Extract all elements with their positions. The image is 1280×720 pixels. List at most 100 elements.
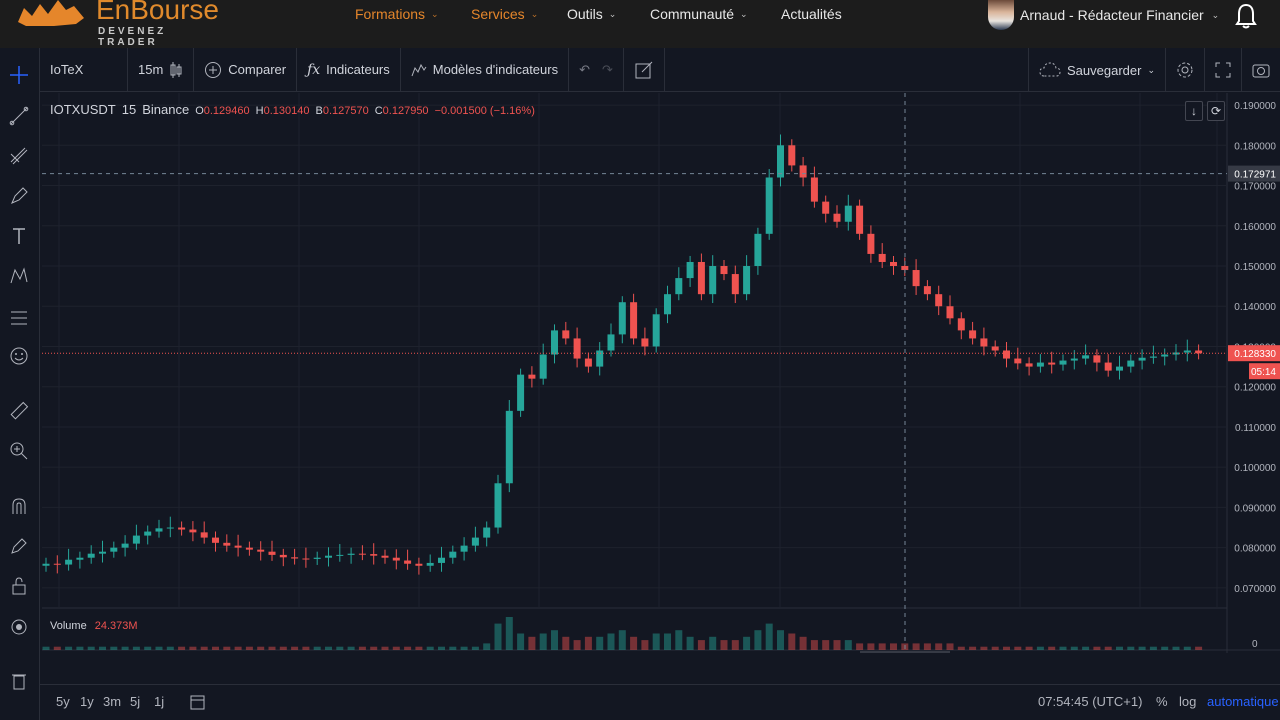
redo-icon[interactable]: ↷ (602, 61, 613, 77)
candle-body (494, 483, 502, 528)
countdown-tag (1249, 363, 1280, 380)
price-tick-label: 0.080000 (1234, 544, 1276, 555)
price-tick-label: 0.170000 (1234, 182, 1276, 193)
legend-c-label: C (374, 105, 383, 117)
range-3m[interactable]: 3m (103, 694, 122, 709)
user-menu[interactable]: Arnaud - Rédacteur Financier ⌄ (1020, 7, 1219, 23)
indicators-button[interactable]: ƒx Indicateurs (297, 47, 401, 92)
nav-outils[interactable]: Outils ⌄ (567, 6, 616, 22)
nav-actualites[interactable]: Actualités (781, 6, 842, 22)
range-1j[interactable]: 1j (154, 694, 165, 709)
range-5j[interactable]: 5j (130, 694, 141, 709)
volume-bar (370, 646, 378, 650)
chevron-down-icon: ⌄ (431, 8, 439, 19)
fib-tool[interactable] (6, 143, 32, 169)
volume-bar (1014, 646, 1022, 650)
nav-services[interactable]: Services ⌄ (471, 6, 538, 22)
remove-tool[interactable] (6, 668, 32, 694)
candle-body (731, 274, 739, 295)
pattern-icon (10, 267, 28, 284)
interval-button[interactable]: 15m (128, 47, 195, 92)
user-name: Arnaud - Rédacteur Financier (1020, 7, 1204, 23)
volume-bar (980, 646, 988, 650)
candle-body (460, 545, 468, 552)
volume-bar (1127, 646, 1135, 650)
trendline-icon (9, 106, 29, 126)
nav-formations[interactable]: Formations ⌄ (355, 6, 439, 22)
fullscreen-button[interactable] (1205, 48, 1242, 92)
legend-open: O0.129460 (195, 105, 249, 117)
scroll-down-button[interactable]: ↓ (1185, 101, 1203, 121)
icon-tool[interactable] (6, 343, 32, 369)
save-label: Sauvegarder (1067, 62, 1142, 78)
compare-button[interactable]: Comparer (194, 47, 298, 92)
range-1y[interactable]: 1y (80, 694, 94, 709)
last-price-tag (1228, 345, 1280, 362)
candle-body (517, 374, 525, 411)
trendline-tool[interactable] (6, 103, 32, 129)
settings-button[interactable] (1166, 48, 1205, 92)
undo-icon[interactable]: ↶ (579, 61, 590, 77)
brand-name: EnBourse (96, 0, 219, 25)
brand-logo[interactable]: EnBourse DEVENEZ TRADER (14, 0, 219, 48)
hide-tool[interactable] (6, 614, 32, 640)
candle-body (822, 201, 830, 214)
save-button[interactable]: Sauvegarder ⌄ (1028, 48, 1166, 92)
nav-communaute[interactable]: Communauté ⌄ (650, 6, 748, 22)
goto-date-icon[interactable] (190, 693, 206, 711)
candle-body (630, 302, 638, 339)
templates-icon (411, 63, 427, 76)
candle-body (596, 350, 604, 367)
range-5y[interactable]: 5y (56, 694, 70, 709)
candle-body (935, 294, 943, 307)
candle-body (347, 553, 355, 555)
candle-body (65, 559, 73, 565)
text-tool[interactable] (6, 223, 32, 249)
candle-body (754, 233, 762, 267)
volume-bar (76, 646, 84, 650)
pattern-tool[interactable] (6, 263, 32, 289)
volume-bar (212, 646, 219, 650)
price-tick-label: 0.090000 (1234, 503, 1276, 514)
auto-scale-toggle[interactable]: automatique (1207, 694, 1279, 709)
reset-button[interactable]: ⟳ (1207, 101, 1225, 121)
symbol-search[interactable]: IoTeX (40, 47, 128, 92)
magnet-tool[interactable] (6, 493, 32, 519)
snapshot-button[interactable] (1242, 48, 1280, 92)
prediction-tool[interactable] (6, 304, 32, 330)
volume-bar (426, 646, 434, 650)
bell-icon[interactable] (1234, 2, 1258, 30)
price-tick-label: 0.070000 (1234, 584, 1276, 595)
legend-b-label: B (315, 105, 323, 117)
volume-bar (166, 646, 174, 650)
legend-change: −0.001500 (−1.16%) (434, 105, 535, 117)
avatar[interactable] (988, 0, 1014, 30)
clock-timezone[interactable]: 07:54:45 (UTC+1) (1038, 694, 1143, 709)
percent-toggle[interactable]: % (1156, 694, 1168, 709)
candle-body (392, 557, 400, 561)
volume-bar (234, 646, 242, 650)
volume-bar (110, 646, 118, 650)
volume-bar (87, 646, 95, 650)
candle-body (426, 562, 434, 566)
candle-body (539, 354, 547, 379)
measure-tool[interactable] (6, 398, 32, 424)
candle-body (415, 563, 423, 566)
volume-bar (347, 646, 355, 650)
fullscreen-edit-button[interactable] (624, 47, 665, 92)
brush-tool[interactable] (6, 183, 32, 209)
candle-body (358, 553, 366, 555)
volume-bar (415, 646, 423, 650)
volume-bar (935, 643, 943, 650)
price-chart[interactable]: 0.190000 0.180000 0.170000 0.160000 0.150000… (42, 93, 1280, 653)
crosshair-tool[interactable] (6, 62, 32, 88)
volume-bar (788, 633, 796, 650)
candle-body (200, 532, 208, 538)
zoom-tool[interactable] (6, 438, 32, 464)
lock-tool[interactable] (6, 573, 32, 599)
templates-button[interactable]: Modèles d'indicateurs (401, 47, 570, 92)
volume-bar (969, 646, 977, 650)
log-toggle[interactable]: log (1179, 694, 1197, 709)
ruler-icon (10, 401, 29, 420)
stay-drawing-tool[interactable] (6, 533, 32, 559)
